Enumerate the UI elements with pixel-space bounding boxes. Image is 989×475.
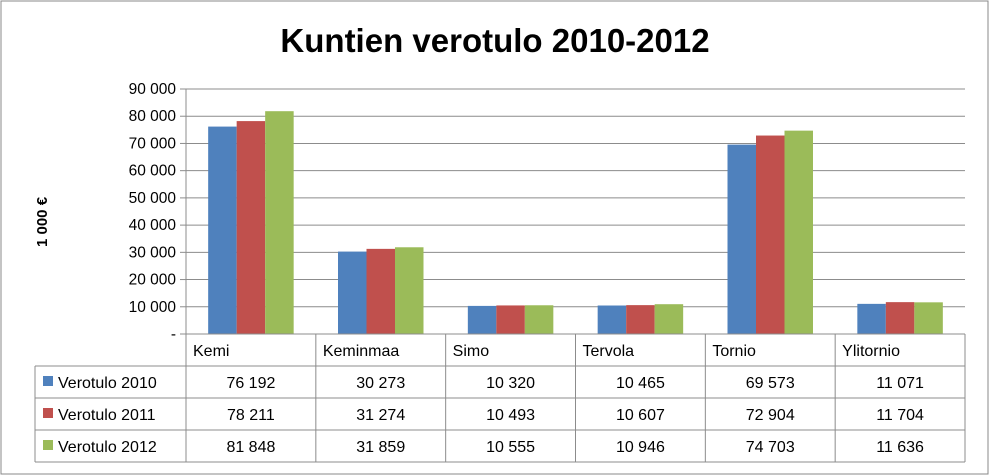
legend-label: Verotulo 2011 <box>58 407 156 424</box>
x-category-label: Tervola <box>583 343 635 360</box>
y-tick-label: 30 000 <box>129 244 177 261</box>
bar <box>236 121 266 334</box>
x-category-label: Simo <box>453 343 490 360</box>
bar <box>338 251 367 334</box>
bar <box>756 135 785 334</box>
chart-title: Kuntien verotulo 2010-2012 <box>280 22 709 59</box>
data-label: 30 273 <box>356 375 405 392</box>
data-label: 10 946 <box>616 439 665 456</box>
y-tick-label: 80 000 <box>129 108 177 125</box>
data-table: Kemi Keminmaa Simo Tervola Tornio Ylitornio Ve… <box>34 333 966 463</box>
data-label: 74 703 <box>746 439 795 456</box>
y-axis-label: 1 000 € <box>34 196 51 247</box>
data-label: 10 607 <box>616 407 665 424</box>
x-category-label: Tornio <box>712 343 756 360</box>
data-label: 31 274 <box>356 407 405 424</box>
y-tick-label: 90 000 <box>129 81 177 98</box>
legend-swatch <box>43 376 53 386</box>
bar <box>654 304 684 334</box>
legend-label: Verotulo 2012 <box>58 439 157 456</box>
y-tick-label: 60 000 <box>129 163 177 180</box>
x-category-label: Ylitornio <box>842 343 900 360</box>
y-tick-label: 50 000 <box>129 190 177 207</box>
bar <box>626 305 655 334</box>
bar <box>914 302 943 334</box>
legend-label: Verotulo 2010 <box>58 375 157 392</box>
data-label: 11 636 <box>876 439 924 456</box>
data-label: 11 071 <box>876 375 924 392</box>
bars <box>208 111 943 335</box>
bar <box>496 305 525 334</box>
legend-swatch <box>43 408 53 418</box>
y-tick-label: - <box>171 326 176 343</box>
bar <box>395 247 424 334</box>
y-tick-label: 70 000 <box>129 135 177 152</box>
data-label: 78 211 <box>227 407 275 424</box>
bar <box>727 144 756 334</box>
bar <box>208 126 237 335</box>
bar <box>885 302 915 334</box>
data-label: 76 192 <box>226 375 275 392</box>
y-tick-label: 10 000 <box>129 299 177 316</box>
y-axis-ticks: - 10 000 20 000 30 000 40 000 50 000 60 000 70 … <box>129 81 187 343</box>
bar <box>524 305 554 334</box>
data-label: 10 493 <box>486 407 535 424</box>
data-label: 72 904 <box>746 407 795 424</box>
data-label: 10 555 <box>486 439 535 456</box>
bar <box>784 130 813 334</box>
y-tick-label: 20 000 <box>129 272 177 289</box>
x-category-label: Keminmaa <box>323 343 400 360</box>
x-category-label: Kemi <box>193 343 229 360</box>
bar <box>467 305 497 334</box>
bar <box>265 111 294 334</box>
bar <box>366 248 395 334</box>
y-tick-label: 40 000 <box>129 217 177 234</box>
data-label: 10 320 <box>486 375 535 392</box>
data-label: 31 859 <box>356 439 405 456</box>
gridlines <box>186 88 965 308</box>
legend-swatch <box>43 440 53 450</box>
data-label: 69 573 <box>746 375 795 392</box>
data-label: 10 465 <box>616 375 665 392</box>
bar <box>597 305 627 334</box>
data-label: 81 848 <box>226 439 275 456</box>
bar <box>857 303 886 334</box>
data-label: 11 704 <box>876 407 924 424</box>
